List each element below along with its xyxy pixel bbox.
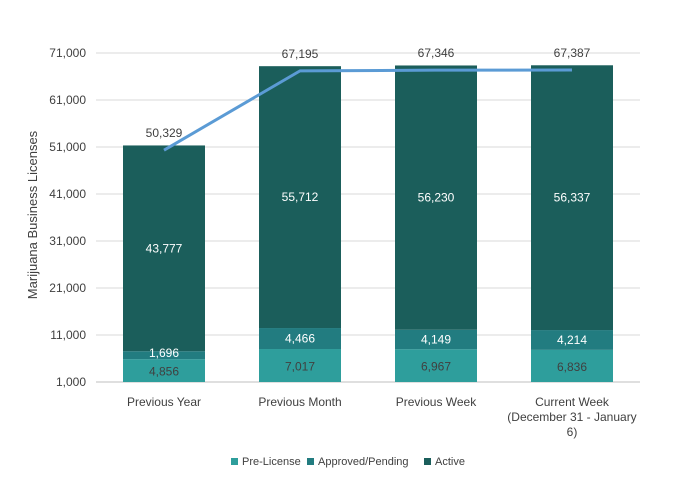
legend: Pre-License Approved/Pending Active <box>231 456 465 468</box>
bar-segment <box>259 349 341 382</box>
bar-segment <box>531 65 613 331</box>
total-label: 67,346 <box>418 46 455 60</box>
y-tick-label: 51,000 <box>49 140 86 154</box>
segment-label: 43,777 <box>146 241 183 255</box>
bar-segment <box>395 349 477 382</box>
total-line <box>163 68 573 152</box>
x-tick-label: (December 31 - January <box>507 410 636 424</box>
segment-label: 4,856 <box>149 365 179 379</box>
segment-label: 56,337 <box>554 191 591 205</box>
total-label: 67,387 <box>554 46 591 60</box>
y-tick-label: 31,000 <box>49 234 86 248</box>
y-tick-label: 21,000 <box>49 281 86 295</box>
y-tick-label: 11,000 <box>50 328 86 342</box>
segment-label: 1,696 <box>149 346 179 360</box>
bar-segment <box>123 359 205 382</box>
bar-segment <box>531 349 613 382</box>
bar-segment <box>123 351 205 360</box>
segment-label: 4,466 <box>285 332 315 346</box>
bar-segment <box>259 328 341 350</box>
y-tick-label: 41,000 <box>49 187 86 201</box>
x-tick-label: Previous Year <box>127 395 201 409</box>
total-label: 50,329 <box>146 126 183 140</box>
segment-label: 4,214 <box>557 333 587 347</box>
bar-segment <box>531 330 613 350</box>
bar-segment <box>395 329 477 350</box>
x-tick-label: Previous Month <box>258 395 341 409</box>
bar-segment <box>259 66 341 329</box>
x-axis: Previous Year Previous Month Previous Week… <box>127 395 637 439</box>
bar-segment <box>123 145 205 352</box>
x-tick-label: Previous Week <box>396 395 477 409</box>
segment-label: 7,017 <box>285 360 315 374</box>
legend-swatch <box>307 458 314 465</box>
legend-swatch <box>231 458 238 465</box>
y-axis: 1,000 11,000 21,000 31,000 41,000 51,000 61,00… <box>49 46 86 389</box>
legend-swatch <box>424 458 431 465</box>
y-tick-label: 71,000 <box>49 46 86 60</box>
total-label: 67,195 <box>282 47 319 61</box>
bars <box>123 65 613 382</box>
segment-label: 6,836 <box>557 360 587 374</box>
x-tick-label: 6) <box>567 425 578 439</box>
segment-label: 56,230 <box>418 191 455 205</box>
bar-segment <box>395 65 477 330</box>
y-tick-label: 61,000 <box>49 93 86 107</box>
y-tick-label: 1,000 <box>56 375 86 389</box>
total-line-path <box>163 68 573 152</box>
segment-label: 55,712 <box>282 190 319 204</box>
y-axis-title: Marijuana Business Licenses <box>25 130 40 299</box>
segment-label: 4,149 <box>421 333 451 347</box>
x-tick-label: Current Week <box>535 395 610 409</box>
legend-label: Pre-License <box>242 456 301 468</box>
legend-label: Approved/Pending <box>318 456 409 468</box>
data-labels: 4,856 1,696 43,777 7,017 4,466 55,712 6,967 4,1… <box>146 46 591 379</box>
legend-label: Active <box>435 456 465 468</box>
segment-label: 6,967 <box>421 360 451 374</box>
